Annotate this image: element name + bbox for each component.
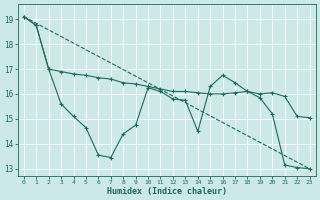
X-axis label: Humidex (Indice chaleur): Humidex (Indice chaleur): [107, 187, 227, 196]
